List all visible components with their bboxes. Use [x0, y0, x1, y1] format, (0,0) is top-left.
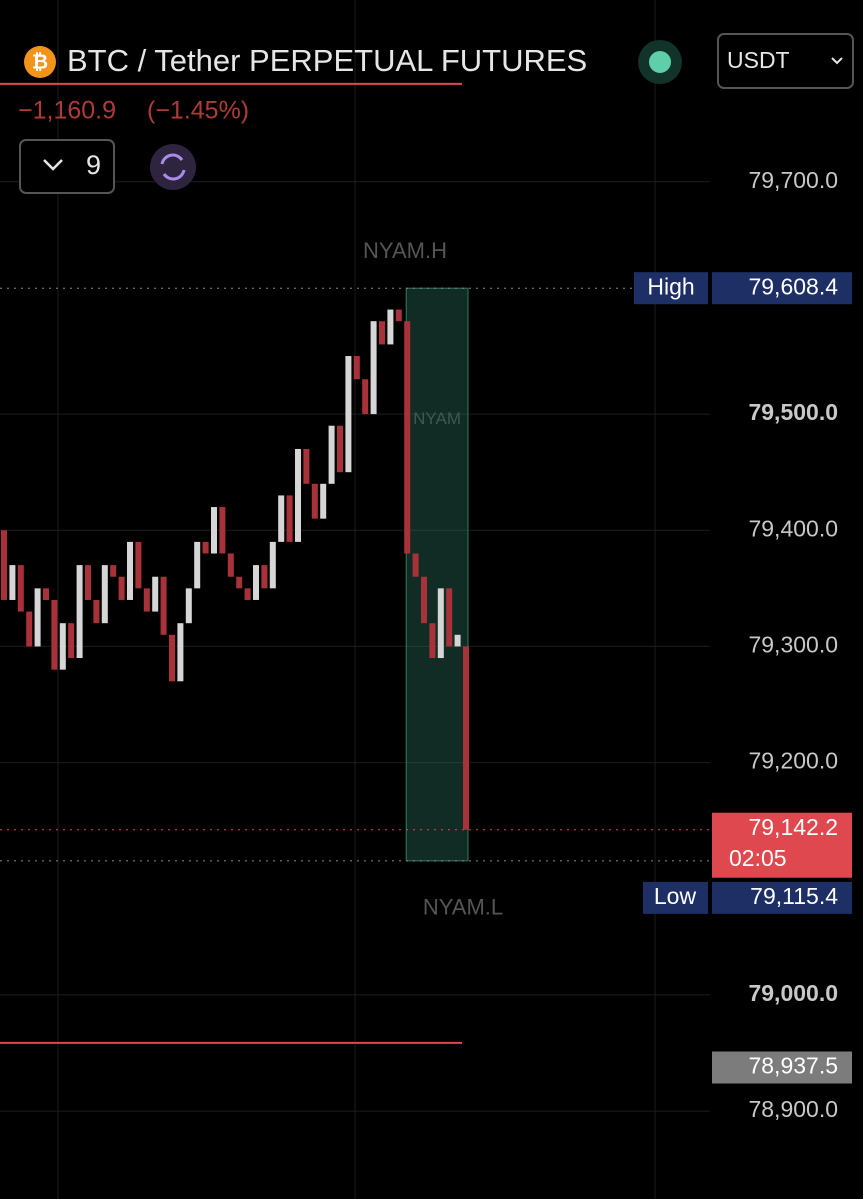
candle-body — [160, 576, 167, 635]
candle-body — [43, 588, 49, 600]
candle-body — [379, 321, 385, 345]
plot: 79,700.0 79,500.0 79,400.0 79,300.0 79,200.0… — [0, 82, 852, 1122]
candle-body — [152, 576, 159, 612]
candle-body — [185, 588, 192, 624]
candle-body — [278, 495, 285, 542]
candle-body — [345, 356, 352, 473]
candle-body — [362, 379, 369, 415]
candle-body — [127, 541, 133, 600]
candle-body — [1, 530, 7, 600]
candle-body — [34, 588, 41, 647]
low-value-badge — [712, 881, 852, 914]
y-tick-label: 79,000.0 — [748, 980, 838, 1006]
candle-body — [320, 483, 327, 519]
low-name-badge — [643, 881, 708, 914]
refresh-icon[interactable] — [160, 153, 186, 181]
candle-body — [395, 309, 402, 322]
y-tick-label: 79,300.0 — [748, 632, 838, 658]
candle-body — [387, 309, 394, 345]
status-dot — [649, 51, 671, 73]
symbol-title: BTC / Tether PERPETUAL FUTURES — [67, 43, 587, 78]
candle-body — [463, 646, 469, 830]
price-change: −1,160.9 — [18, 97, 116, 125]
candle-body — [446, 588, 453, 647]
candle-body — [269, 541, 276, 589]
high-name-badge — [634, 272, 708, 305]
candle-body — [370, 321, 377, 415]
candle-body — [26, 611, 33, 647]
candle-body — [261, 565, 268, 589]
candle-body — [429, 623, 436, 659]
candle-body — [311, 483, 318, 519]
y-tick-label: 78,900.0 — [748, 1096, 838, 1122]
session-low-label: NYAM.L — [423, 895, 503, 920]
candle-body — [177, 623, 184, 682]
candle-body — [328, 425, 335, 484]
y-tick-label: 79,500.0 — [748, 399, 838, 425]
candle-body — [286, 495, 293, 542]
marker-label: 78,937.5 — [748, 1053, 838, 1079]
candle-body — [437, 588, 444, 659]
candle-body — [253, 565, 259, 600]
price-change-percent: (−1.45%) — [147, 97, 249, 125]
candle-body — [295, 448, 301, 542]
candle-body — [76, 565, 83, 659]
candle-body — [244, 588, 251, 600]
candle-body — [9, 565, 16, 600]
candle-body — [236, 576, 243, 589]
session-mid-label: NYAM — [413, 409, 461, 428]
candle-body — [59, 623, 66, 670]
candle-body — [303, 448, 310, 484]
candle-body — [51, 599, 58, 670]
candle-body — [454, 634, 461, 647]
candle-body — [219, 507, 226, 554]
candle-body — [93, 599, 100, 624]
toggle-chevron[interactable] — [43, 159, 63, 171]
countdown-label: 02:05 — [729, 845, 787, 871]
y-tick-label: 79,700.0 — [748, 167, 838, 193]
marker-badge — [712, 1051, 852, 1084]
candle-body — [85, 565, 91, 600]
candle-body — [412, 553, 419, 577]
high-value-label: 79,608.4 — [748, 273, 838, 299]
refresh-button[interactable] — [150, 144, 196, 190]
currency-label[interactable]: USDT — [727, 47, 790, 73]
high-name-label: High — [647, 273, 694, 299]
candle-body — [143, 588, 150, 612]
indicator-toggle[interactable] — [19, 139, 115, 194]
candle-body — [194, 541, 201, 589]
candle-body — [169, 634, 175, 682]
candle-body — [421, 576, 427, 624]
session-high-label: NYAM.H — [363, 238, 447, 263]
btc-icon-glyph: ₿ — [32, 51, 48, 73]
candle-body — [211, 507, 217, 554]
candle-body — [118, 576, 125, 600]
candle-body — [110, 565, 117, 577]
candle-body — [17, 565, 24, 612]
low-name-label: Low — [654, 883, 697, 909]
header: ₿ BTC / Tether PERPETUAL FUTURES USDT −1… — [18, 33, 854, 194]
y-tick-label: 79,200.0 — [748, 748, 838, 774]
last-value-label: 79,142.2 — [748, 814, 838, 840]
low-value-label: 79,115.4 — [750, 883, 838, 909]
dropdown-chevron[interactable] — [831, 57, 843, 65]
currency-dropdown[interactable] — [717, 33, 854, 89]
candle-body — [68, 623, 75, 659]
btc-icon — [24, 46, 56, 78]
y-tick-label: 79,400.0 — [748, 515, 838, 541]
high-value-badge — [712, 272, 852, 305]
candle-body — [404, 321, 411, 554]
candle-body — [135, 541, 142, 589]
candle-body — [202, 541, 209, 554]
candle-body — [353, 356, 360, 380]
candle-body — [337, 425, 343, 473]
indicator-count[interactable]: 9 — [86, 150, 101, 180]
candle-body — [101, 565, 108, 624]
last-badge — [712, 812, 852, 878]
candle-body — [227, 553, 234, 577]
